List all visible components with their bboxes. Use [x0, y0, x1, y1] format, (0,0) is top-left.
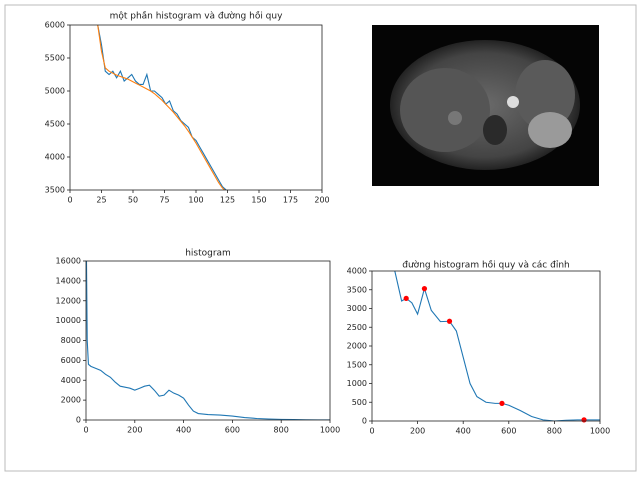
x-tick-label: 175 — [283, 196, 298, 205]
x-tick-label: 25 — [96, 196, 106, 205]
y-tick-label: 3000 — [347, 304, 367, 313]
y-tick-label: 1000 — [347, 379, 367, 388]
y-tick-label: 14000 — [56, 276, 81, 285]
chart-title: histogram — [185, 249, 231, 259]
y-tick-label: 16000 — [56, 257, 81, 266]
y-tick-label: 6000 — [45, 21, 65, 30]
y-tick-label: 5000 — [45, 87, 65, 96]
y-tick-label: 6000 — [61, 356, 81, 365]
x-tick-label: 1000 — [320, 426, 340, 435]
y-tick-label: 3500 — [45, 186, 65, 195]
peak-point — [404, 296, 409, 301]
peak-point — [447, 319, 452, 324]
y-tick-label: 0 — [362, 417, 367, 426]
x-tick-label: 100 — [188, 196, 203, 205]
y-tick-label: 2500 — [347, 323, 367, 332]
x-tick-label: 600 — [225, 426, 240, 435]
y-tick-label: 3500 — [347, 285, 367, 294]
y-tick-label: 4500 — [45, 120, 65, 129]
x-tick-label: 50 — [128, 196, 138, 205]
x-tick-label: 0 — [83, 426, 88, 435]
chart-title: đường histogram hồi quy và các đỉnh — [402, 260, 569, 271]
x-tick-label: 400 — [176, 426, 191, 435]
x-tick-label: 800 — [274, 426, 289, 435]
y-tick-label: 8000 — [61, 336, 81, 345]
x-tick-label: 200 — [314, 196, 329, 205]
y-tick-label: 5500 — [45, 54, 65, 63]
y-tick-label: 0 — [76, 416, 81, 425]
y-tick-label: 10000 — [56, 316, 81, 325]
y-tick-label: 2000 — [61, 396, 81, 405]
x-tick-label: 150 — [251, 196, 266, 205]
x-tick-label: 75 — [159, 196, 169, 205]
x-tick-label: 0 — [369, 427, 374, 436]
chart-title: một phần histogram và đường hồi quy — [110, 11, 284, 22]
y-tick-label: 4000 — [45, 153, 65, 162]
y-tick-label: 500 — [352, 398, 367, 407]
x-tick-label: 800 — [547, 427, 562, 436]
y-tick-label: 4000 — [61, 376, 81, 385]
x-tick-label: 125 — [220, 196, 235, 205]
x-tick-label: 200 — [410, 427, 425, 436]
x-tick-label: 0 — [67, 196, 72, 205]
y-tick-label: 2000 — [347, 342, 367, 351]
mri-image — [372, 25, 599, 186]
peak-point — [422, 286, 427, 291]
y-tick-label: 4000 — [347, 267, 367, 276]
peak-point — [499, 401, 504, 406]
x-tick-label: 400 — [456, 427, 471, 436]
peak-point — [581, 417, 586, 422]
screen: một phần histogram và đường hồi quy 0 25 50… — [0, 0, 642, 477]
y-tick-label: 12000 — [56, 296, 81, 305]
x-tick-label: 600 — [501, 427, 516, 436]
x-tick-label: 1000 — [590, 427, 610, 436]
y-tick-label: 1500 — [347, 360, 367, 369]
x-tick-label: 200 — [127, 426, 142, 435]
